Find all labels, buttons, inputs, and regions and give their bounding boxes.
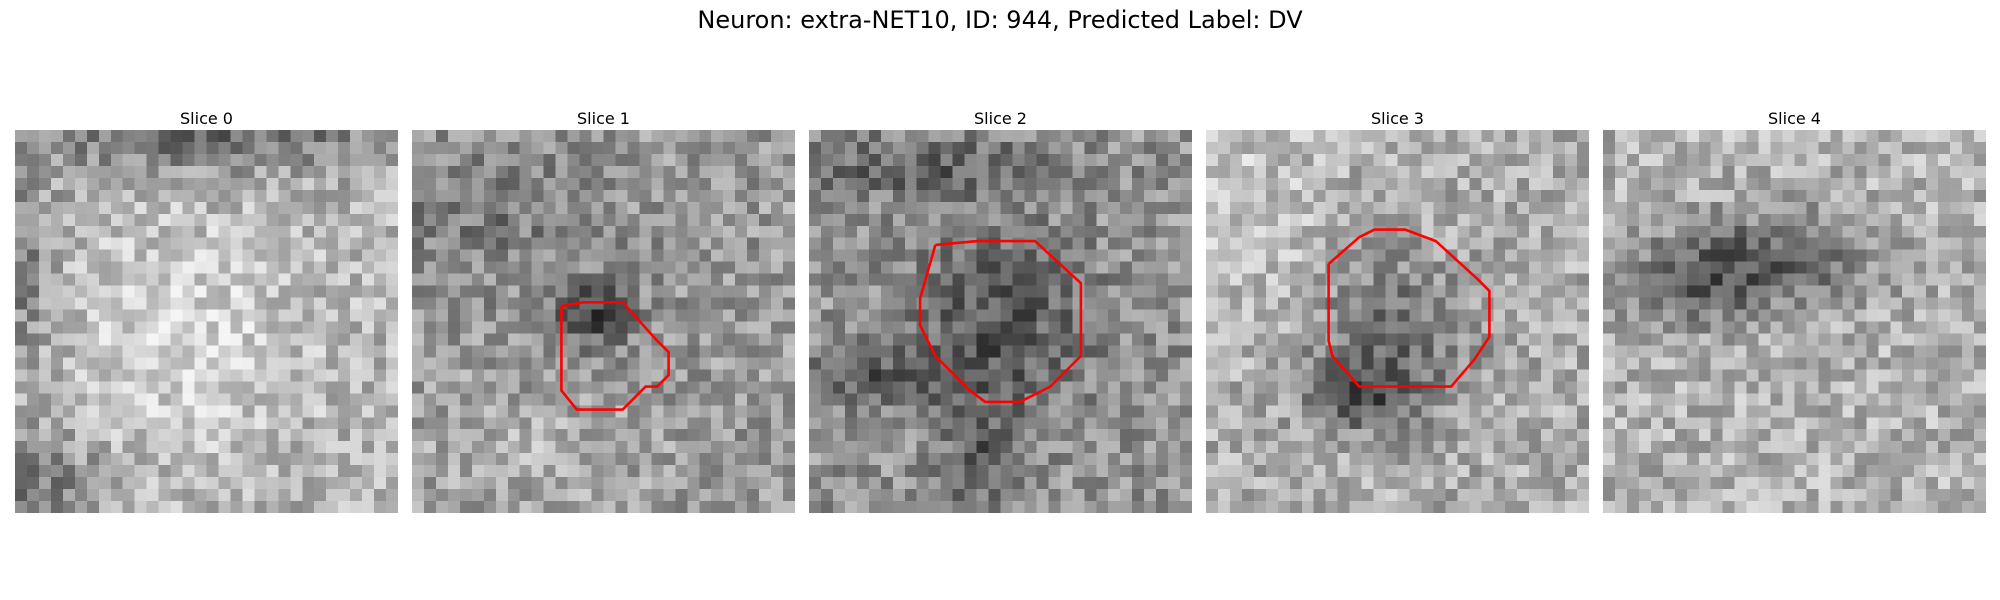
slice-title: Slice 2 [974,109,1027,128]
slice-panel-2: Slice 2 [809,108,1192,513]
slice-image [1206,130,1589,513]
slice-title: Slice 3 [1371,109,1424,128]
slice-title: Slice 1 [577,109,630,128]
slice-image [15,130,398,513]
figure-title: Neuron: extra-NET10, ID: 944, Predicted … [697,6,1303,34]
roi-contour [1327,228,1491,388]
slice-image [809,130,1192,513]
slice-image [1603,130,1986,513]
slice-panel-1: Slice 1 [412,108,795,513]
slice-image [412,130,795,513]
slice-title: Slice 4 [1768,109,1821,128]
roi-contour [560,301,670,411]
slice-title: Slice 0 [180,109,233,128]
roi-contour [918,239,1083,404]
slice-panel-0: Slice 0 [15,108,398,513]
slice-panel-3: Slice 3 [1206,108,1589,513]
slice-panel-4: Slice 4 [1603,108,1986,513]
